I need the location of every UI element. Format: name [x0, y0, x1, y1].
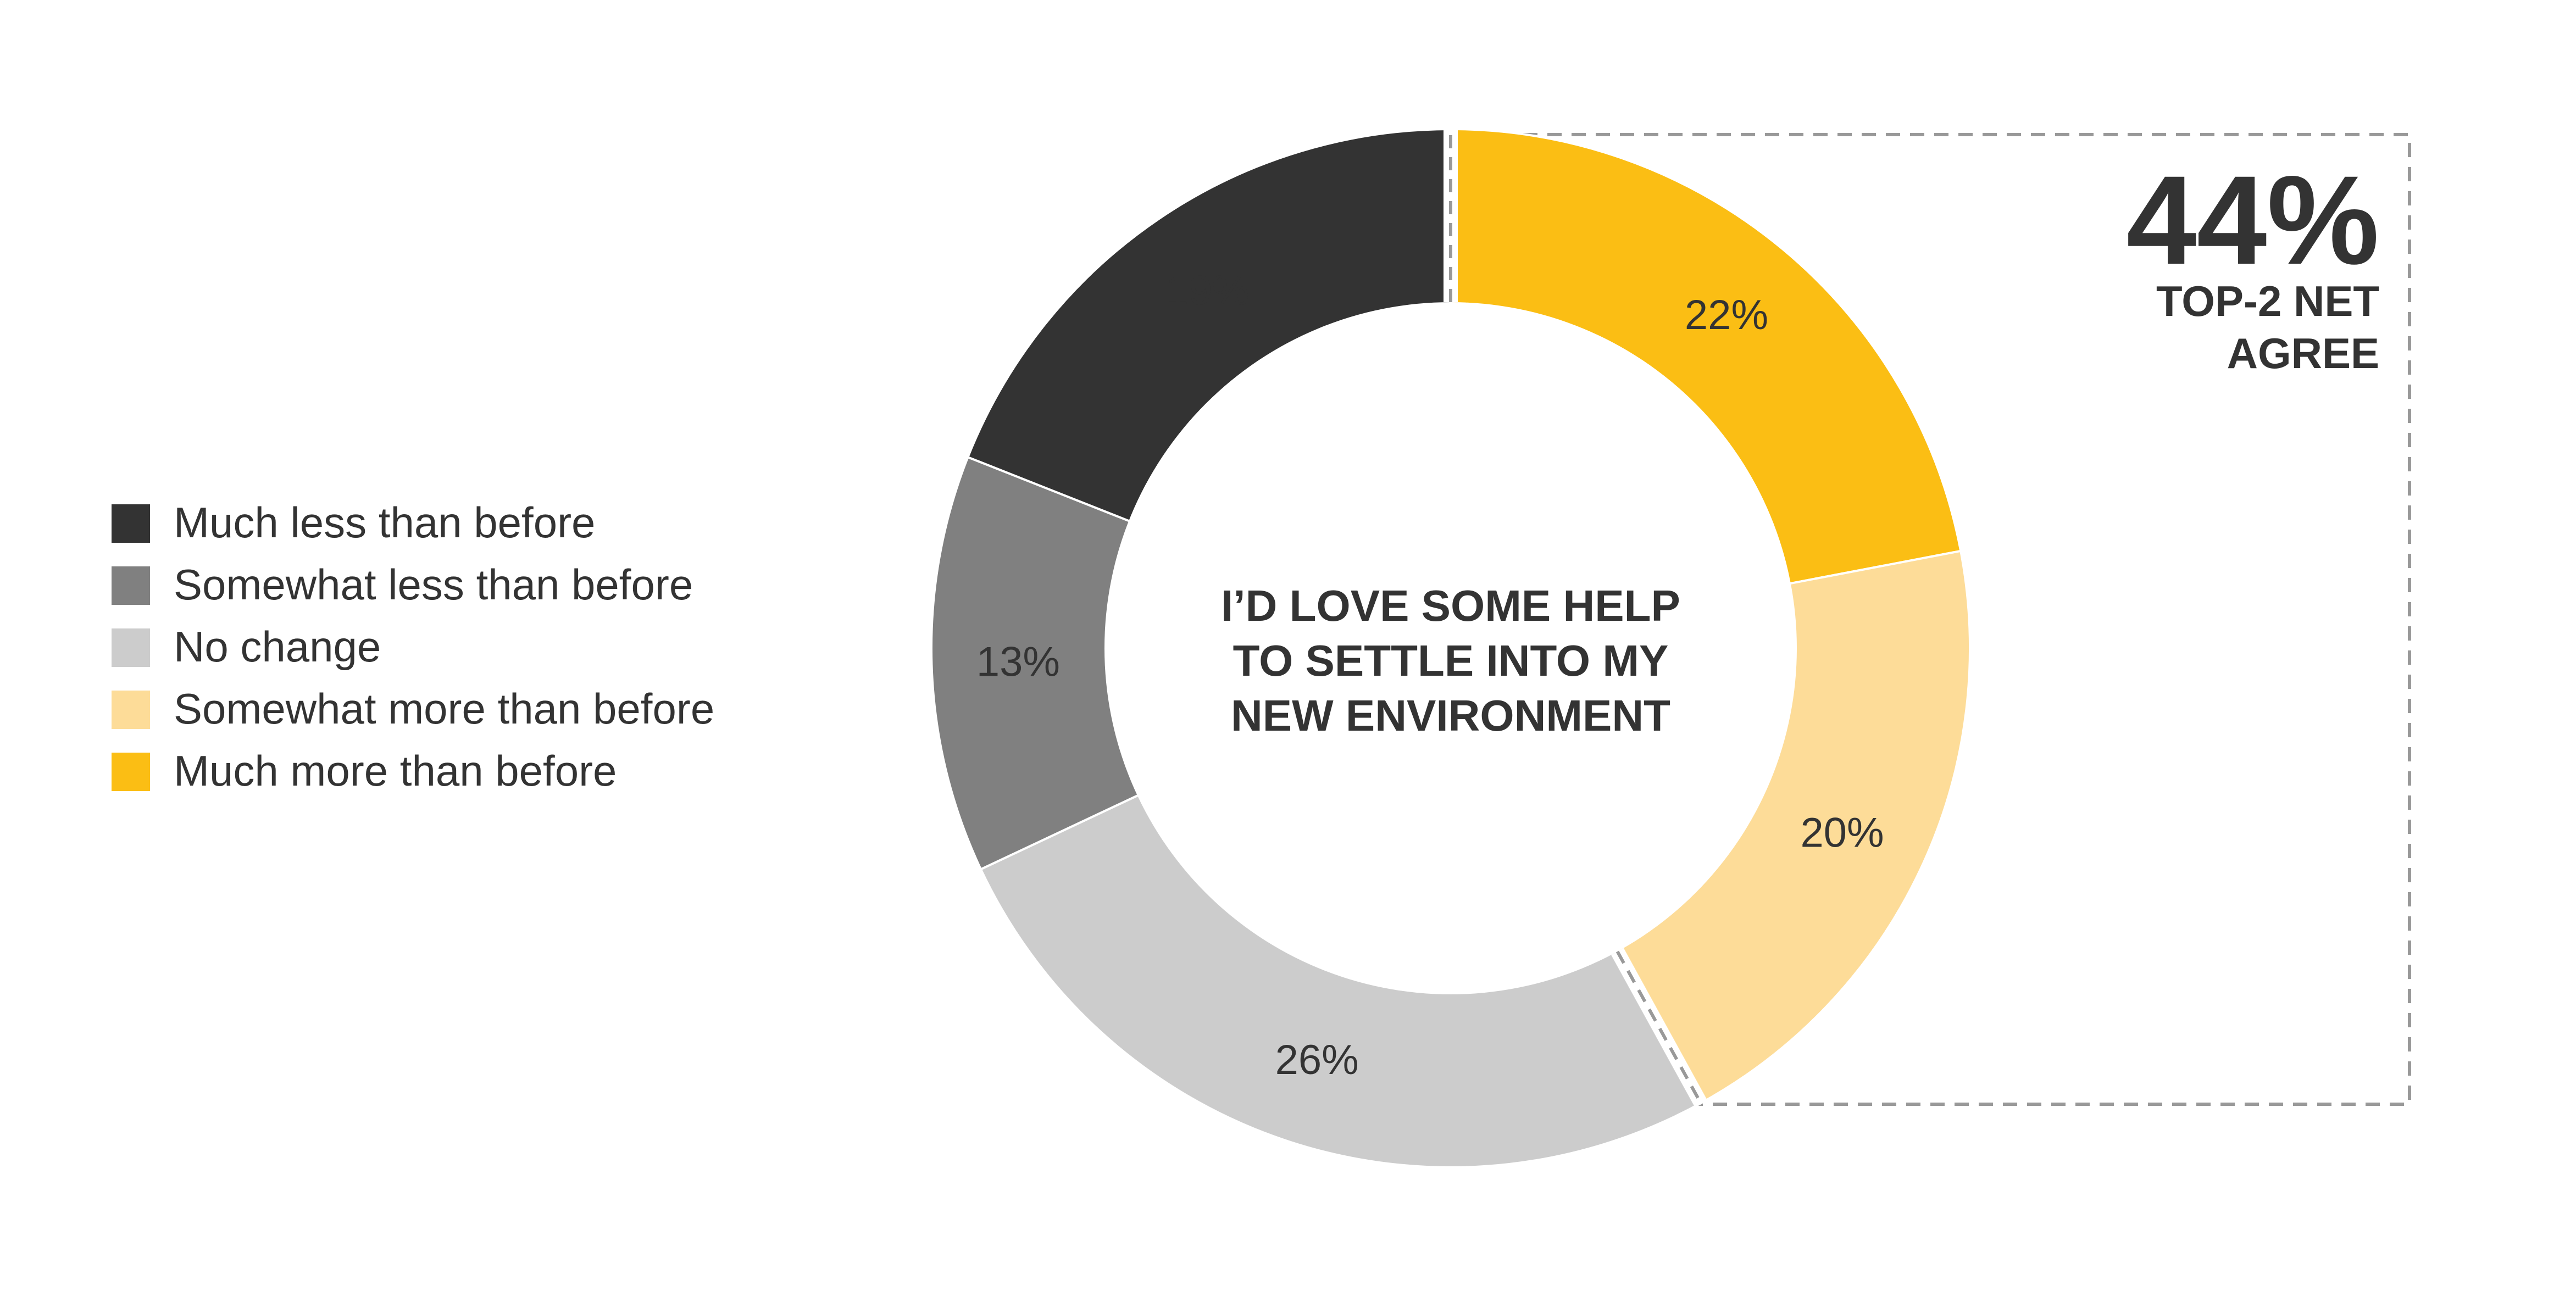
legend-swatch-no-change: [112, 628, 150, 667]
slice-label-much-less-than-before: 19%: [1165, 268, 1249, 314]
net-label-line-1: TOP-2 NET: [2156, 277, 2379, 325]
net-label-line-2: AGREE: [2227, 329, 2379, 377]
slice-labels: 22% 20% 26% 13% 19%: [976, 268, 1884, 1083]
net-annotation: 44% TOP-2 NET AGREE: [2127, 149, 2379, 377]
legend-swatch-much-more-than-before: [112, 753, 150, 791]
donut-hole: [1104, 302, 1797, 994]
slice-label-somewhat-more-than-before: 20%: [1800, 809, 1884, 856]
center-title-line-2: TO SETTLE INTO MY: [1233, 636, 1669, 685]
slice-label-much-more-than-before: 22%: [1685, 292, 1768, 338]
legend-swatch-somewhat-less-than-before: [112, 566, 150, 605]
net-dividers: [1444, 128, 1708, 1108]
legend-label-somewhat-less-than-before: Somewhat less than before: [174, 560, 693, 609]
slice-label-no-change: 26%: [1275, 1037, 1359, 1083]
legend-swatch-somewhat-more-than-before: [112, 691, 150, 729]
legend-label-somewhat-more-than-before: Somewhat more than before: [174, 685, 714, 733]
legend: Much less than before Somewhat less than …: [112, 498, 714, 795]
center-title-line-3: NEW ENVIRONMENT: [1231, 691, 1670, 740]
legend-label-no-change: No change: [174, 622, 381, 671]
legend-label-much-less-than-before: Much less than before: [174, 498, 595, 547]
slice-label-somewhat-less-than-before: 13%: [976, 639, 1060, 686]
legend-label-much-more-than-before: Much more than before: [174, 747, 617, 795]
net-divider-end: [1615, 950, 1703, 1105]
center-title-line-1: I’D LOVE SOME HELP: [1221, 581, 1680, 630]
center-title: I’D LOVE SOME HELP TO SETTLE INTO MY NEW…: [1221, 581, 1680, 740]
net-value: 44%: [2127, 149, 2379, 291]
legend-swatch-much-less-than-before: [112, 504, 150, 543]
